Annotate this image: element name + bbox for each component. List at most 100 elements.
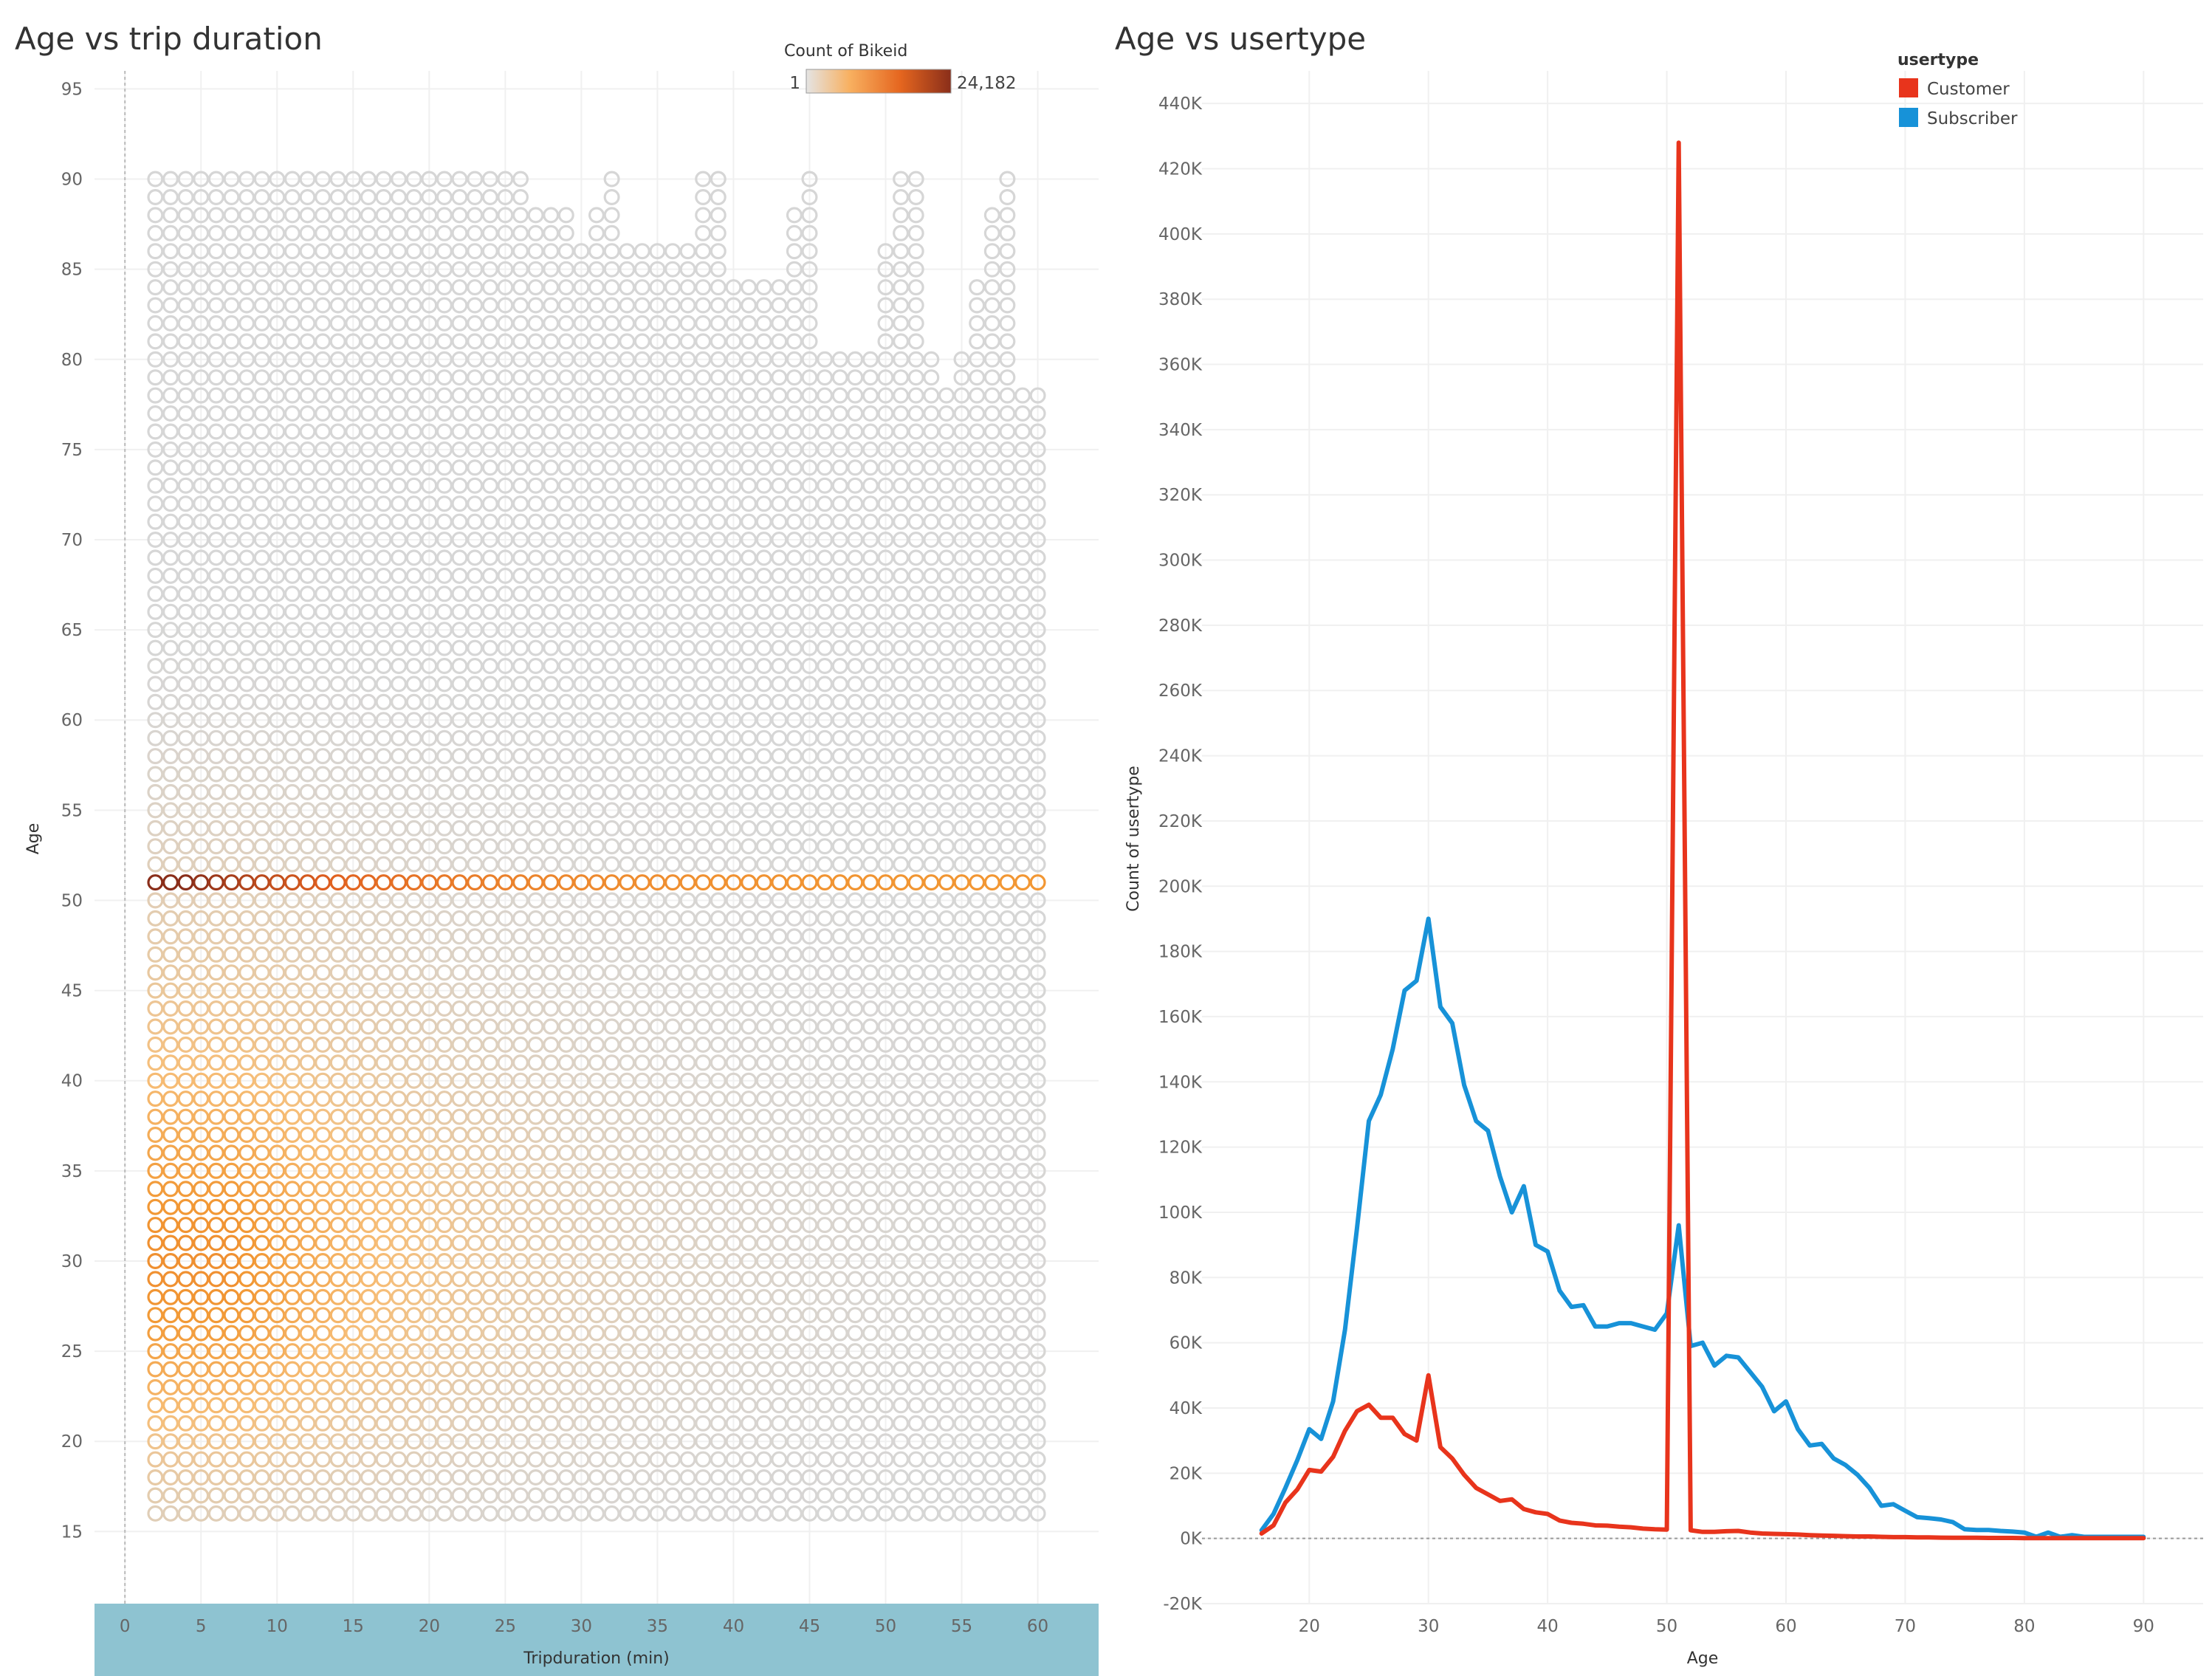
heatmap-cell: [557, 964, 574, 981]
heatmap-cell: [299, 549, 316, 566]
heatmap-cell: [451, 1054, 468, 1071]
heatmap-cell: [481, 928, 498, 945]
heatmap-cell: [1014, 477, 1031, 494]
heatmap-cell: [162, 982, 179, 999]
heatmap-cell: [862, 459, 879, 476]
heatmap-cell: [786, 441, 803, 458]
heatmap-cell: [573, 622, 590, 639]
heatmap-cell: [557, 1018, 574, 1035]
heatmap-cell: [405, 1198, 422, 1215]
heatmap-cell: [619, 729, 636, 746]
heatmap-cell: [588, 1505, 605, 1522]
heatmap-cell: [451, 1288, 468, 1305]
heatmap-cell: [603, 1234, 620, 1251]
heatmap-cell: [1029, 1036, 1046, 1053]
heatmap-cell: [497, 1505, 514, 1522]
heatmap-cell: [923, 910, 940, 927]
heatmap-cell: [497, 1000, 514, 1017]
heatmap-cell: [451, 783, 468, 800]
heatmap-cell: [573, 603, 590, 620]
heatmap-cell: [284, 1505, 300, 1522]
heatmap-cell: [193, 477, 210, 494]
heatmap-cell: [983, 459, 1000, 476]
heatmap-cell: [467, 261, 484, 278]
heatmap-cell: [786, 1036, 803, 1053]
heatmap-cell: [969, 459, 986, 476]
heatmap-cell: [193, 549, 210, 566]
heatmap-cell: [1014, 1198, 1031, 1215]
heatmap-cell: [467, 333, 484, 350]
heatmap-cell: [679, 369, 696, 386]
heatmap-cell: [527, 766, 544, 783]
heatmap-cell: [603, 964, 620, 981]
heatmap-cell: [786, 928, 803, 945]
heatmap-cell: [147, 657, 164, 674]
heatmap-cell: [877, 243, 894, 260]
heatmap-cell: [725, 1252, 742, 1269]
heatmap-cell: [253, 1144, 270, 1161]
heatmap-cell: [207, 1054, 224, 1071]
heatmap-cell: [253, 513, 270, 530]
heatmap-cell: [649, 1000, 666, 1017]
heatmap-cell: [375, 567, 392, 584]
heatmap-cell: [786, 495, 803, 512]
heatmap-cell: [238, 729, 255, 746]
heatmap-cell: [633, 1126, 650, 1143]
y-tick-label: 160K: [1158, 1008, 1203, 1027]
heatmap-cell: [467, 657, 484, 674]
heatmap-cell: [710, 982, 727, 999]
heatmap-cell: [877, 910, 894, 927]
heatmap-cell: [451, 1415, 468, 1432]
heatmap-cell: [284, 1433, 300, 1450]
heatmap-cell: [831, 531, 848, 548]
heatmap-cell: [315, 1234, 332, 1251]
heatmap-cell: [862, 1108, 879, 1125]
heatmap-cell: [983, 802, 1000, 819]
heatmap-cell: [679, 1469, 696, 1486]
heatmap-cell: [771, 622, 788, 639]
heatmap-cell: [269, 892, 286, 909]
heatmap-cell: [147, 513, 164, 530]
heatmap-cell: [741, 928, 758, 945]
heatmap-cell: [1014, 1469, 1031, 1486]
heatmap-cell: [695, 1307, 712, 1324]
heatmap-cell: [1029, 603, 1046, 620]
heatmap-cell: [893, 441, 910, 458]
heatmap-cell: [467, 495, 484, 512]
heatmap-cell: [543, 603, 560, 620]
heatmap-cell: [405, 531, 422, 548]
heatmap-cell: [633, 1091, 650, 1107]
heatmap-cell: [315, 639, 332, 656]
heatmap-cell: [649, 820, 666, 837]
heatmap-cell: [284, 369, 300, 386]
heatmap-cell: [633, 333, 650, 350]
heatmap-cell: [710, 513, 727, 530]
heatmap-cell: [405, 1433, 422, 1450]
y-tick-label: 20K: [1169, 1464, 1203, 1483]
heatmap-cell: [193, 1505, 210, 1522]
heatmap-cell: [527, 1000, 544, 1017]
heatmap-cell: [405, 729, 422, 746]
heatmap-cell: [633, 1198, 650, 1215]
heatmap-cell: [512, 748, 529, 765]
heatmap-cell: [481, 333, 498, 350]
heatmap-cell: [360, 1252, 377, 1269]
heatmap-cell: [664, 1433, 681, 1450]
heatmap-cell: [862, 838, 879, 855]
heatmap-cell: [177, 585, 194, 602]
heatmap-cell: [512, 531, 529, 548]
heatmap-cell: [893, 1505, 910, 1522]
heatmap-cell: [391, 1234, 408, 1251]
heatmap-cell: [162, 838, 179, 855]
heatmap-cell: [817, 1307, 834, 1324]
heatmap-cell: [983, 946, 1000, 963]
heatmap-cell: [543, 783, 560, 800]
heatmap-cell: [938, 1126, 955, 1143]
heatmap-cell: [755, 369, 772, 386]
heatmap-cell: [238, 1451, 255, 1468]
heatmap-cell: [223, 874, 240, 891]
heatmap-cell: [969, 982, 986, 999]
heatmap-cell: [315, 1018, 332, 1035]
heatmap-cell: [603, 369, 620, 386]
heatmap-cell: [695, 693, 712, 710]
